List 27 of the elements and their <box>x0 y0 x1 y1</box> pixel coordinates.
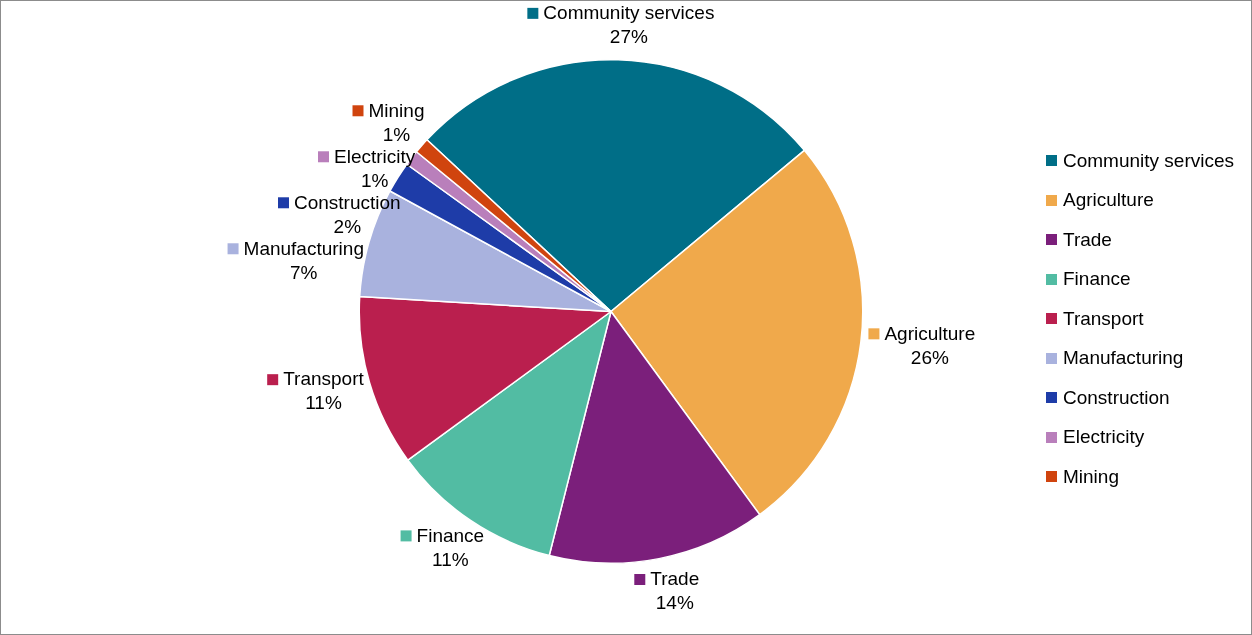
data-label: 27% <box>609 26 648 48</box>
category-label: Community services <box>1063 149 1235 171</box>
data-label: 7% <box>290 261 318 283</box>
legend-label: Transport <box>283 368 365 390</box>
category-label: Trade <box>1063 228 1112 250</box>
legend-label: Mining <box>368 99 425 121</box>
legend-label: Manufacturing <box>243 237 364 259</box>
data-label: 14% <box>655 592 694 614</box>
data-label: 1% <box>382 123 411 145</box>
legend-label: Electricity <box>334 145 416 167</box>
category-label: Mining <box>1063 465 1119 487</box>
data-label: 11% <box>305 392 342 414</box>
category-label: Transport <box>1063 307 1144 329</box>
data-label: 2% <box>333 215 362 237</box>
legend-label: Agriculture <box>884 322 976 344</box>
legend-label: Trade <box>650 568 700 590</box>
data-label: 1% <box>360 169 389 191</box>
data-label: 11% <box>432 548 469 570</box>
legend-label: Finance <box>416 524 485 546</box>
category-label: Electricity <box>1063 426 1145 448</box>
category-label: Agriculture <box>1063 189 1154 211</box>
category-label: Manufacturing <box>1063 347 1184 369</box>
legend-label: Construction <box>293 191 401 213</box>
legend-label: Community services <box>543 2 715 24</box>
category-label: Finance <box>1063 268 1131 290</box>
category-label: Construction <box>1063 386 1170 408</box>
data-label: 26% <box>910 346 949 368</box>
